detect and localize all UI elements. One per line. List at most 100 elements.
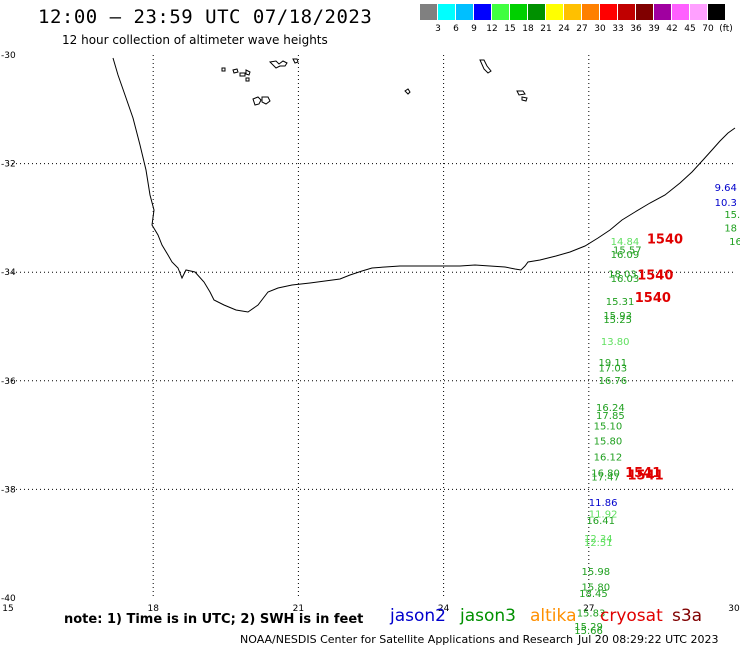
wave-height-label: 12.34 bbox=[584, 534, 613, 545]
scale-swatch bbox=[708, 4, 725, 20]
satellite-s3a: s3a bbox=[672, 606, 703, 626]
scale-swatch bbox=[420, 4, 437, 20]
scale-label: 12 bbox=[486, 24, 498, 34]
lon-tick-label: 18 bbox=[147, 604, 159, 614]
satellite-jason3: jason3 bbox=[460, 606, 516, 626]
lon-tick-label: 27 bbox=[583, 604, 594, 614]
scale-swatch bbox=[456, 4, 473, 20]
lat-tick-label: -36 bbox=[1, 377, 16, 387]
scale-swatch bbox=[690, 4, 707, 20]
wave-height-label: 16.09 bbox=[611, 250, 640, 261]
lat-tick-label: -40 bbox=[1, 594, 16, 604]
scale-label: 3 bbox=[435, 24, 441, 34]
wave-height-label: 15.31 bbox=[606, 297, 635, 308]
scale-swatch bbox=[654, 4, 671, 20]
wave-height-label: 10.3 bbox=[715, 198, 737, 209]
scale-label: 9 bbox=[471, 24, 477, 34]
scale-label: 39 bbox=[648, 24, 660, 34]
satellite-cryosat: cryosat bbox=[600, 606, 663, 626]
wave-height-label: 15.83 bbox=[577, 608, 606, 619]
scale-swatch bbox=[474, 4, 491, 20]
cryosat-time-label: 1540 bbox=[635, 291, 671, 306]
wave-height-label: 15.10 bbox=[594, 422, 623, 433]
scale-swatch bbox=[438, 4, 455, 20]
wave-height-label: 12.51 bbox=[584, 538, 613, 549]
lat-tick-label: -38 bbox=[1, 485, 16, 495]
wave-height-label: 19.11 bbox=[598, 358, 627, 369]
footer-credit: NOAA/NESDIS Center for Satellite Applica… bbox=[240, 633, 574, 646]
axis-labels: 15 18 21 24 27 30 -30 -32 -34 -36 -38 -40 bbox=[1, 51, 740, 614]
wave-height-label: 15.66 bbox=[574, 626, 603, 637]
wave-height-label: 14.84 bbox=[611, 237, 640, 248]
scale-label: 18 bbox=[522, 24, 534, 34]
wave-height-label: 15.80 bbox=[594, 436, 623, 447]
lon-tick-label: 15 bbox=[2, 604, 13, 614]
scale-label: 36 bbox=[630, 24, 642, 34]
lon-tick-label: 21 bbox=[293, 604, 304, 614]
wave-height-label: 18.45 bbox=[579, 589, 608, 600]
satellite-altika: altika bbox=[530, 606, 577, 626]
footer-timestamp: Jul 20 08:29:22 UTC 2023 bbox=[578, 633, 719, 646]
satellite-jason2: jason2 bbox=[390, 606, 446, 626]
islands bbox=[221, 58, 528, 106]
scale-label: 6 bbox=[453, 24, 459, 34]
scale-swatch bbox=[672, 4, 689, 20]
wave-height-label: 16.03 bbox=[611, 274, 640, 285]
page-subtitle: 12 hour collection of altimeter wave hei… bbox=[62, 33, 328, 47]
wave-height-label: 17.85 bbox=[596, 411, 625, 422]
scale-swatch bbox=[492, 4, 509, 20]
wave-height-label: 13.80 bbox=[601, 337, 630, 348]
scale-swatch bbox=[582, 4, 599, 20]
wave-height-label: 16.24 bbox=[596, 403, 625, 414]
scale-swatch bbox=[528, 4, 545, 20]
lat-tick-label: -30 bbox=[1, 51, 16, 61]
wave-height-label: 11.92 bbox=[589, 510, 618, 521]
scale-swatch bbox=[600, 4, 617, 20]
lat-tick-label: -32 bbox=[1, 160, 16, 170]
wave-height-label: 15.80 bbox=[582, 582, 611, 593]
scale-unit: (ft) bbox=[719, 24, 733, 34]
footer-note: note: 1) Time is in UTC; 2) SWH is in fe… bbox=[64, 612, 364, 627]
scale-label: 45 bbox=[684, 24, 696, 34]
scale-swatch bbox=[564, 4, 581, 20]
scale-label: 42 bbox=[666, 24, 678, 34]
scale-swatch bbox=[510, 4, 527, 20]
scale-swatch bbox=[546, 4, 563, 20]
wave-height-label: 15.98 bbox=[582, 567, 611, 578]
lon-tick-label: 24 bbox=[438, 604, 450, 614]
wave-height-label: 15.93 bbox=[603, 311, 632, 322]
wave-height-label: 15.29 bbox=[574, 622, 603, 633]
scale-swatch bbox=[618, 4, 635, 20]
cryosat-time-label: 1541 bbox=[628, 469, 664, 484]
scale-label: 70 bbox=[702, 24, 714, 34]
wave-height-label: 17.47 bbox=[591, 473, 620, 484]
scale-label: 15 bbox=[504, 24, 516, 34]
cryosat-time-label: 1540 bbox=[647, 232, 683, 247]
scale-label: 27 bbox=[576, 24, 588, 34]
wave-height-label: 16.12 bbox=[594, 453, 623, 464]
cryosat-time-label: 1540 bbox=[637, 268, 673, 283]
wave-height-label: 16.76 bbox=[598, 376, 627, 387]
scale-swatch bbox=[636, 4, 653, 20]
wave-height-label: 15.57 bbox=[613, 246, 642, 257]
scale-label: 24 bbox=[558, 24, 570, 34]
scale-label: 21 bbox=[540, 24, 552, 34]
cryosat-time-label: 1541 bbox=[625, 466, 661, 481]
lat-tick-label: -34 bbox=[1, 268, 16, 278]
lon-tick-label: 30 bbox=[728, 604, 740, 614]
wave-height-label: 15.25 bbox=[603, 315, 632, 326]
wave-height-label: 11.86 bbox=[589, 498, 618, 509]
page-title: 12:00 – 23:59 UTC 07/18/2023 bbox=[38, 6, 373, 28]
scale-label: 30 bbox=[594, 24, 606, 34]
graticule bbox=[8, 55, 734, 598]
scale-label: 33 bbox=[612, 24, 624, 34]
wave-height-label: 15. bbox=[724, 210, 740, 221]
wave-height-label: 9.64 bbox=[715, 183, 737, 194]
wave-height-label: 16 bbox=[729, 237, 740, 248]
coastline bbox=[112, 57, 736, 313]
wave-height-label: 16.41 bbox=[586, 516, 615, 527]
wave-height-label: 16.80 bbox=[591, 468, 620, 479]
